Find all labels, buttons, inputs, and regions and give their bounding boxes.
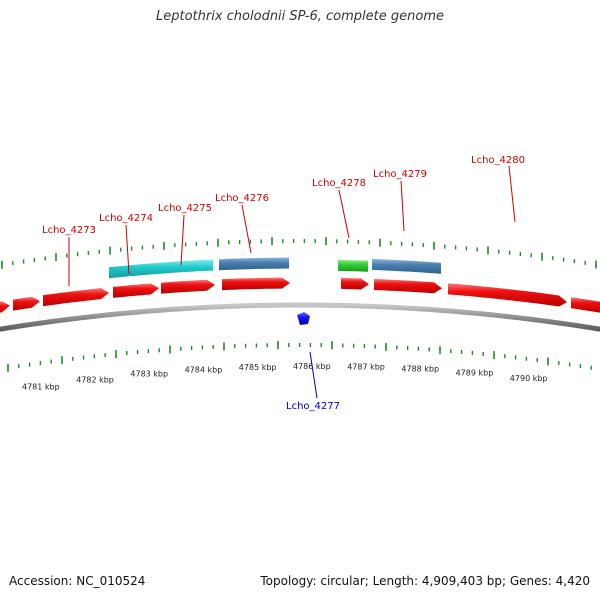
cds-arrow-red	[13, 296, 40, 311]
kbp-tick-label: 4788 kbp	[401, 365, 439, 374]
cds-arrow-red	[161, 279, 215, 294]
feature-box-steel	[372, 258, 441, 274]
kbp-tick-label: 4781 kbp	[22, 383, 60, 392]
gene-label[interactable]: Lcho_4278	[312, 178, 366, 189]
genome-backbone-layer	[0, 302, 600, 332]
gene-label[interactable]: Lcho_4279	[373, 169, 427, 180]
cds-arrow-red	[113, 283, 159, 298]
feature-box-steel	[219, 257, 289, 271]
accession-text: Accession: NC_010524	[9, 574, 146, 588]
kbp-tick-label: 4782 kbp	[76, 375, 114, 384]
cds-arrow-red	[222, 277, 290, 291]
gene-label-leader	[241, 204, 252, 254]
cds-arrow-red	[43, 288, 109, 307]
cds-arrow-red	[0, 301, 10, 313]
reverse-gene-marker	[297, 312, 310, 326]
upper-tick-row	[1, 237, 597, 269]
lower-tick-row	[7, 341, 592, 372]
genome-summary-text: Topology: circular; Length: 4,909,403 bp…	[260, 574, 590, 588]
kbp-tick-label: 4785 kbp	[239, 363, 277, 372]
feature-arrows-layer	[0, 257, 600, 326]
cds-arrow-red	[374, 279, 442, 294]
gene-label[interactable]: Lcho_4277	[286, 401, 340, 412]
feature-box-cyan	[109, 259, 213, 279]
kbp-tick-label: 4789 kbp	[456, 369, 494, 378]
cds-arrow-red	[448, 283, 567, 307]
gene-label-leader	[338, 189, 350, 239]
gene-label[interactable]: Lcho_4274	[99, 213, 153, 224]
gene-label-leader	[508, 165, 516, 223]
gene-label[interactable]: Lcho_4280	[471, 155, 525, 166]
kbp-tick-label: 4784 kbp	[185, 366, 223, 375]
feature-box-green	[338, 259, 368, 272]
gene-label-leader	[309, 351, 318, 399]
gene-label[interactable]: Lcho_4276	[215, 193, 269, 204]
gene-label-leader	[125, 224, 130, 275]
kbp-tick-label: 4790 kbp	[510, 374, 548, 383]
cds-arrow-red	[571, 297, 600, 313]
gene-label[interactable]: Lcho_4273	[42, 225, 96, 236]
kbp-tick-label: 4787 kbp	[347, 363, 385, 372]
gene-label-leader	[180, 214, 185, 266]
cds-arrow-red	[341, 277, 369, 290]
gene-label-leader	[400, 180, 405, 232]
gene-label[interactable]: Lcho_4275	[158, 203, 212, 214]
genome-backbone	[0, 302, 600, 332]
kbp-tick-label: 4783 kbp	[130, 370, 168, 379]
page-title: Leptothrix cholodnii SP-6, complete geno…	[156, 9, 444, 24]
